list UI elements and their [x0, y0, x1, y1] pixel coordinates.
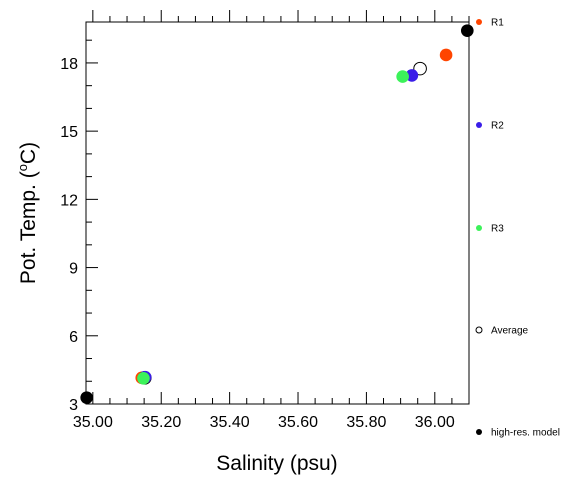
- axis-ticks: [86, 10, 470, 405]
- y-axis-label-unit: C): [17, 142, 40, 164]
- legend-label: R1: [491, 18, 504, 29]
- plot-frame: [85, 21, 470, 405]
- x-tick-label: 36.00: [415, 414, 455, 431]
- legend-marker: [476, 122, 482, 128]
- y-tick-label: 9: [69, 261, 78, 278]
- x-tick-label: 35.20: [141, 414, 181, 431]
- data-point: [396, 70, 409, 83]
- x-tick-label: 35.80: [346, 414, 386, 431]
- y-tick-label: 15: [60, 124, 78, 141]
- legend-marker: [476, 225, 482, 231]
- y-tick-label: 12: [60, 192, 78, 209]
- data-point: [80, 391, 93, 404]
- y-tick-label: 6: [69, 329, 78, 346]
- data-point: [460, 24, 474, 37]
- data-point: [405, 69, 419, 82]
- legend: R1 R2 R3 Average high-res. model: [475, 18, 560, 439]
- y-axis-label: Pot. Temp. (oC): [15, 142, 40, 284]
- y-tick-label: 3: [69, 397, 78, 414]
- legend-marker: [475, 326, 483, 334]
- legend-label: R2: [491, 121, 504, 132]
- y-axis-label-main: Pot. Temp. (: [17, 171, 40, 284]
- legend-marker: [476, 19, 482, 25]
- legend-label: R3: [491, 224, 504, 235]
- tick-labels: 35.00 35.20 35.40 35.60 35.80 36.00 3 6 9 12 15 18: [60, 56, 455, 431]
- data-point: [137, 372, 150, 385]
- legend-label: high-res. model: [491, 428, 560, 439]
- y-tick-label: 18: [60, 56, 78, 73]
- legend-marker: [476, 429, 482, 435]
- legend-label: Average: [491, 326, 529, 337]
- x-axis-label: Salinity (psu): [216, 452, 337, 475]
- x-tick-label: 35.00: [73, 414, 113, 431]
- y-axis-label-degree: o: [15, 164, 30, 171]
- data-point: [439, 48, 453, 62]
- data-points: [80, 24, 474, 404]
- x-tick-label: 35.60: [278, 414, 318, 431]
- x-tick-label: 35.40: [210, 414, 250, 431]
